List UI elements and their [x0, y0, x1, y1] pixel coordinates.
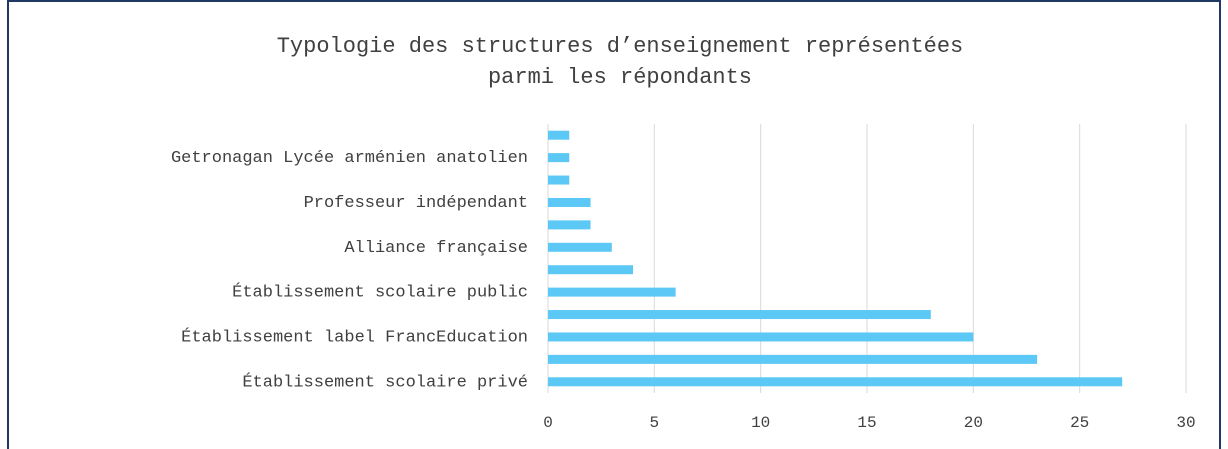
y-tick-label: Getronagan Lycée arménien anatolien [171, 149, 528, 168]
x-tick-label: 30 [1176, 414, 1195, 432]
bar [548, 310, 931, 320]
y-tick-label: Établissement scolaire public [232, 283, 528, 303]
bar [548, 265, 634, 275]
x-tick-label: 10 [751, 414, 770, 432]
y-tick-label: Établissement label FrancEducation [181, 327, 528, 347]
chart-title: Typologie des structures d’enseignement … [277, 34, 964, 59]
bar [548, 354, 1038, 364]
x-tick-label: 5 [650, 414, 660, 432]
y-tick-label: Établissement scolaire privé [242, 372, 528, 392]
x-tick-label: 25 [1070, 414, 1089, 432]
bar [548, 242, 612, 252]
bar [548, 377, 1123, 387]
x-tick-label: 0 [543, 414, 553, 432]
y-tick-label: Alliance française [344, 239, 528, 258]
bar [548, 175, 570, 185]
bar [548, 332, 974, 342]
bar [548, 197, 591, 207]
x-tick-label: 20 [964, 414, 983, 432]
chart-frame [7, 0, 1221, 449]
x-tick-label: 15 [857, 414, 876, 432]
bar [548, 220, 591, 230]
bar [548, 130, 570, 140]
chart-title: parmi les répondants [488, 65, 752, 90]
bar [548, 287, 676, 297]
bar [548, 153, 570, 163]
y-tick-label: Professeur indépendant [304, 194, 528, 213]
